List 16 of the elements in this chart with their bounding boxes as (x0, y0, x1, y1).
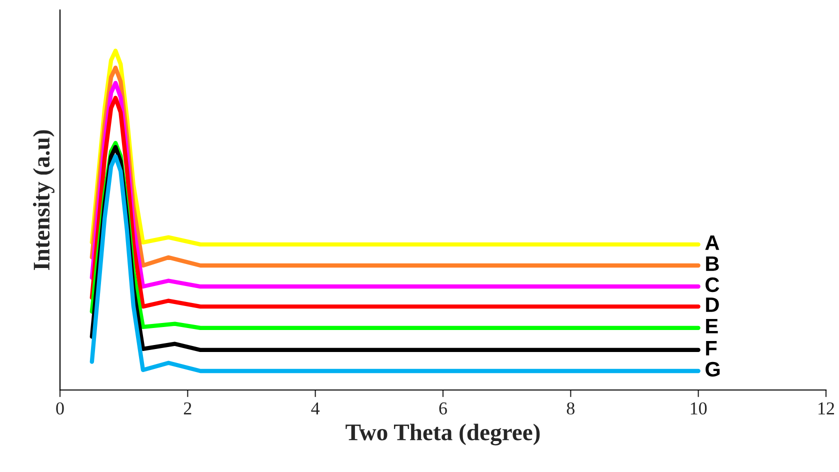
series-label: B (706, 256, 719, 271)
series-label: F (706, 341, 717, 356)
series-label: D (706, 298, 719, 312)
x-tick-label: 2 (184, 402, 192, 414)
x-tick-label: 0 (56, 402, 64, 415)
series-label: G (706, 362, 720, 377)
x-tick-label: 8 (566, 402, 574, 415)
x-tick-label: 6 (439, 402, 447, 415)
y-axis-title: Intensity (a.u) (32, 130, 54, 270)
x-tick-label: 4 (311, 402, 320, 414)
series-label: E (706, 318, 718, 334)
x-tick-label: 12 (818, 402, 834, 414)
x-axis-title: Two Theta (degree) (346, 424, 540, 446)
series-label: C (706, 277, 720, 292)
x-tick-label: 10 (690, 402, 707, 415)
series-label: A (705, 236, 720, 250)
